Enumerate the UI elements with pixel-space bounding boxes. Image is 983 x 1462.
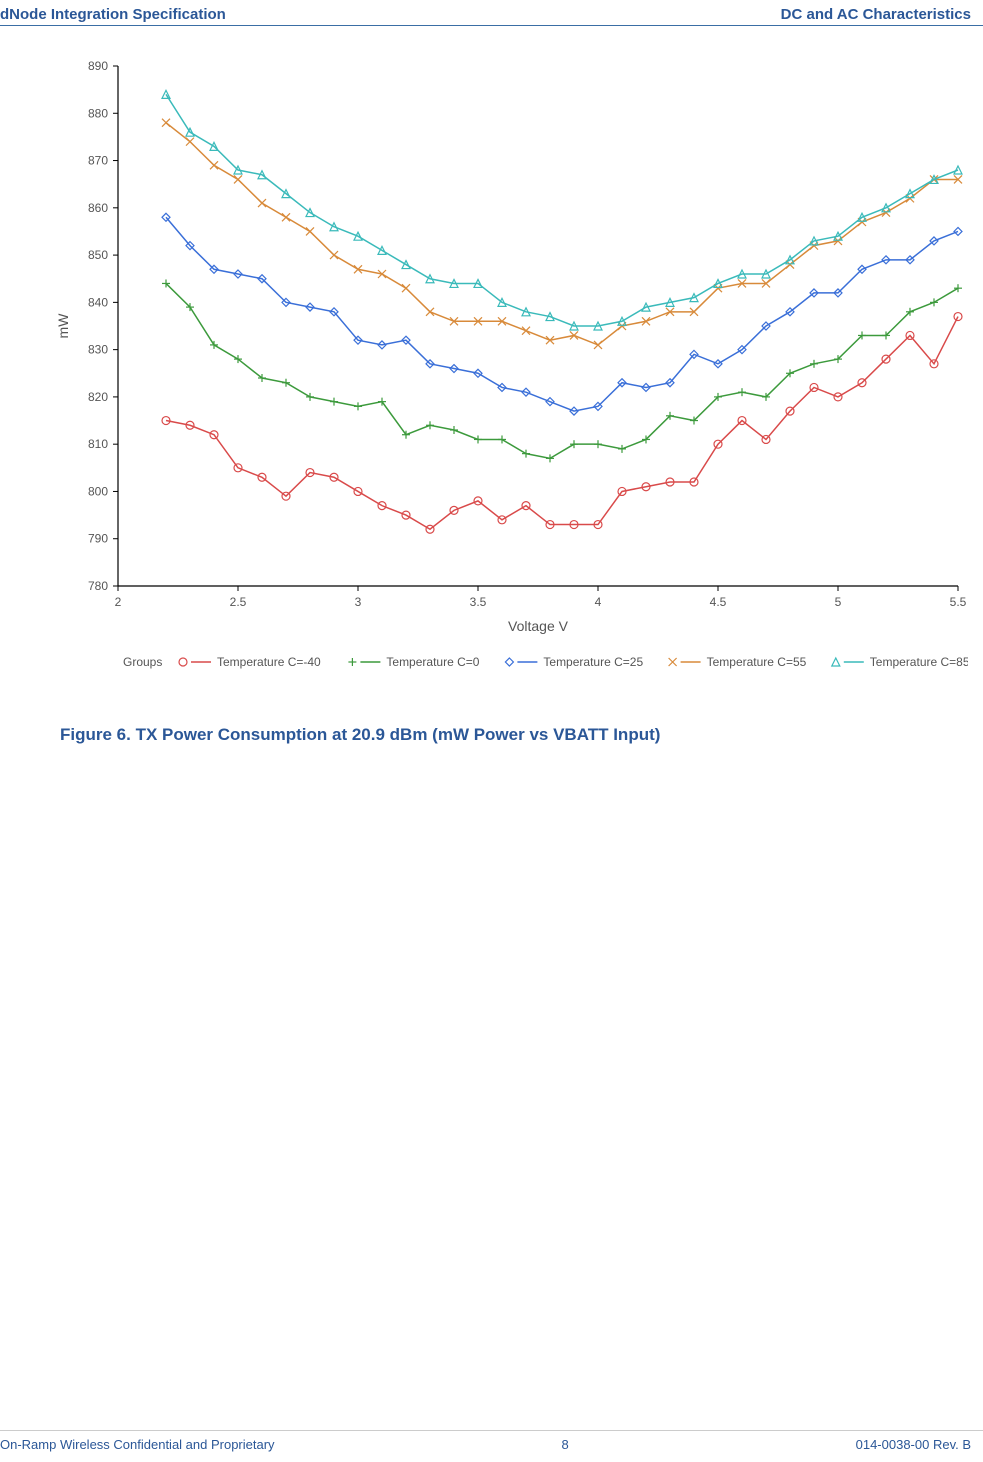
- footer-right: 014-0038-00 Rev. B: [856, 1437, 971, 1452]
- chart-container: 780 790 800 810 820 830 840 850 860 870 880 890 2 2.5…: [48, 56, 948, 701]
- svg-text:870: 870: [88, 154, 108, 168]
- svg-text:Temperature C=25: Temperature C=25: [543, 655, 643, 669]
- svg-text:Temperature C=-40: Temperature C=-40: [217, 655, 321, 669]
- svg-text:5: 5: [835, 595, 842, 609]
- power-consumption-chart: 780 790 800 810 820 830 840 850 860 870 880 890 2 2.5…: [48, 56, 968, 696]
- svg-text:5.5: 5.5: [950, 595, 967, 609]
- svg-text:2: 2: [115, 595, 122, 609]
- footer-page-number: 8: [561, 1437, 568, 1452]
- figure-caption: Figure 6. TX Power Consumption at 20.9 d…: [60, 725, 983, 745]
- svg-text:890: 890: [88, 59, 108, 73]
- svg-text:4: 4: [595, 595, 602, 609]
- svg-text:790: 790: [88, 532, 108, 546]
- svg-text:840: 840: [88, 295, 108, 309]
- header-left-title: dNode Integration Specification: [0, 6, 226, 23]
- svg-text:780: 780: [88, 579, 108, 593]
- svg-text:800: 800: [88, 484, 108, 498]
- svg-text:Voltage V: Voltage V: [508, 618, 569, 634]
- svg-text:820: 820: [88, 390, 108, 404]
- page-footer: On-Ramp Wireless Confidential and Propri…: [0, 1430, 983, 1452]
- svg-text:830: 830: [88, 343, 108, 357]
- svg-text:850: 850: [88, 248, 108, 262]
- header-right-title: DC and AC Characteristics: [781, 6, 971, 23]
- svg-text:mW: mW: [55, 313, 71, 339]
- svg-text:4.5: 4.5: [710, 595, 727, 609]
- svg-text:2.5: 2.5: [230, 595, 247, 609]
- page-header: dNode Integration Specification DC and A…: [0, 0, 983, 26]
- svg-text:Temperature C=55: Temperature C=55: [707, 655, 807, 669]
- svg-text:3: 3: [355, 595, 362, 609]
- svg-text:Groups: Groups: [123, 655, 162, 669]
- svg-text:810: 810: [88, 437, 108, 451]
- svg-text:Temperature C=0: Temperature C=0: [386, 655, 479, 669]
- svg-text:860: 860: [88, 201, 108, 215]
- svg-text:880: 880: [88, 106, 108, 120]
- svg-text:Temperature C=85: Temperature C=85: [870, 655, 968, 669]
- svg-text:3.5: 3.5: [470, 595, 487, 609]
- footer-left: On-Ramp Wireless Confidential and Propri…: [0, 1437, 275, 1452]
